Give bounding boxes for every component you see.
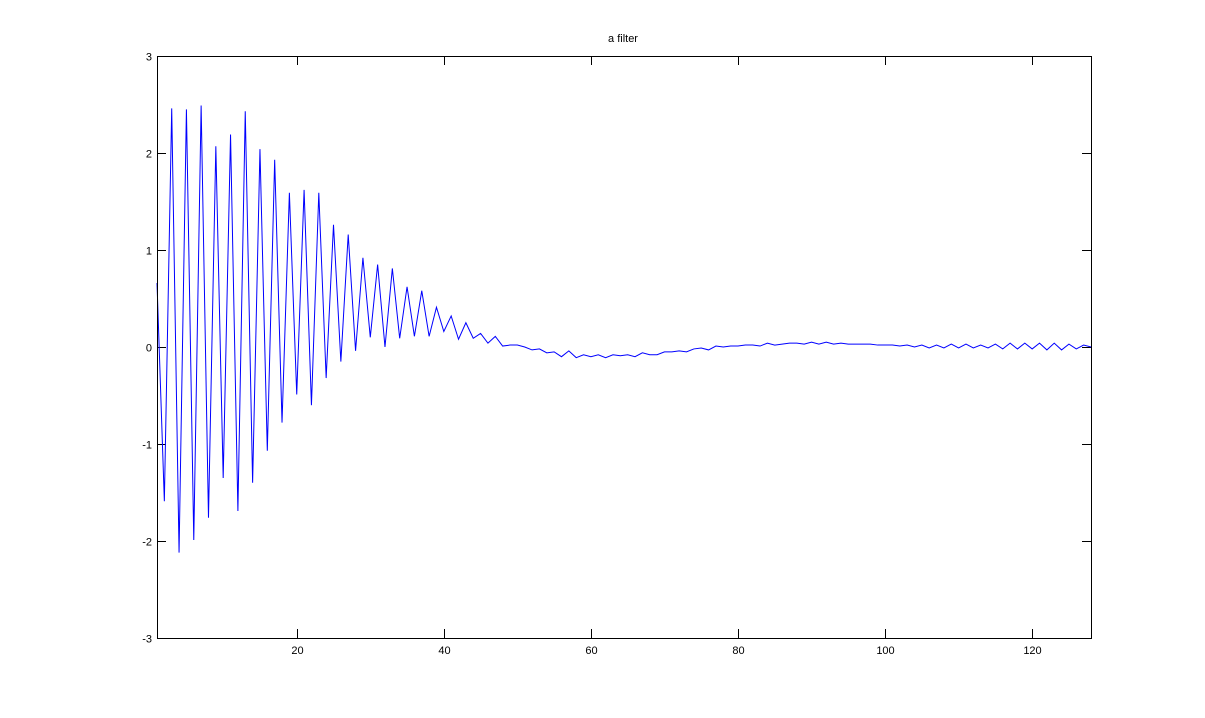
y-tick-label: 0 <box>146 343 152 355</box>
tick-labels: 20 40 60 80 100 120 -3 -2 -1 0 1 2 3 <box>142 52 1041 658</box>
x-tick-label: 20 <box>291 645 303 657</box>
y-tick-label: -2 <box>142 537 152 549</box>
y-tick-label: 2 <box>146 149 152 161</box>
y-tick-label: 3 <box>146 52 152 64</box>
y-tick-label: 1 <box>146 246 152 258</box>
y-tick-label: -3 <box>142 634 152 646</box>
x-tick-label: 40 <box>438 645 450 657</box>
x-tick-label: 100 <box>876 645 894 657</box>
y-tick-label: -1 <box>142 440 152 452</box>
series-line <box>156 105 1092 553</box>
chart-title: a filter <box>608 33 638 45</box>
x-tick-label: 60 <box>585 645 597 657</box>
axes-box <box>157 56 1092 639</box>
x-tick-label: 120 <box>1023 645 1041 657</box>
x-tick-label: 80 <box>732 645 744 657</box>
